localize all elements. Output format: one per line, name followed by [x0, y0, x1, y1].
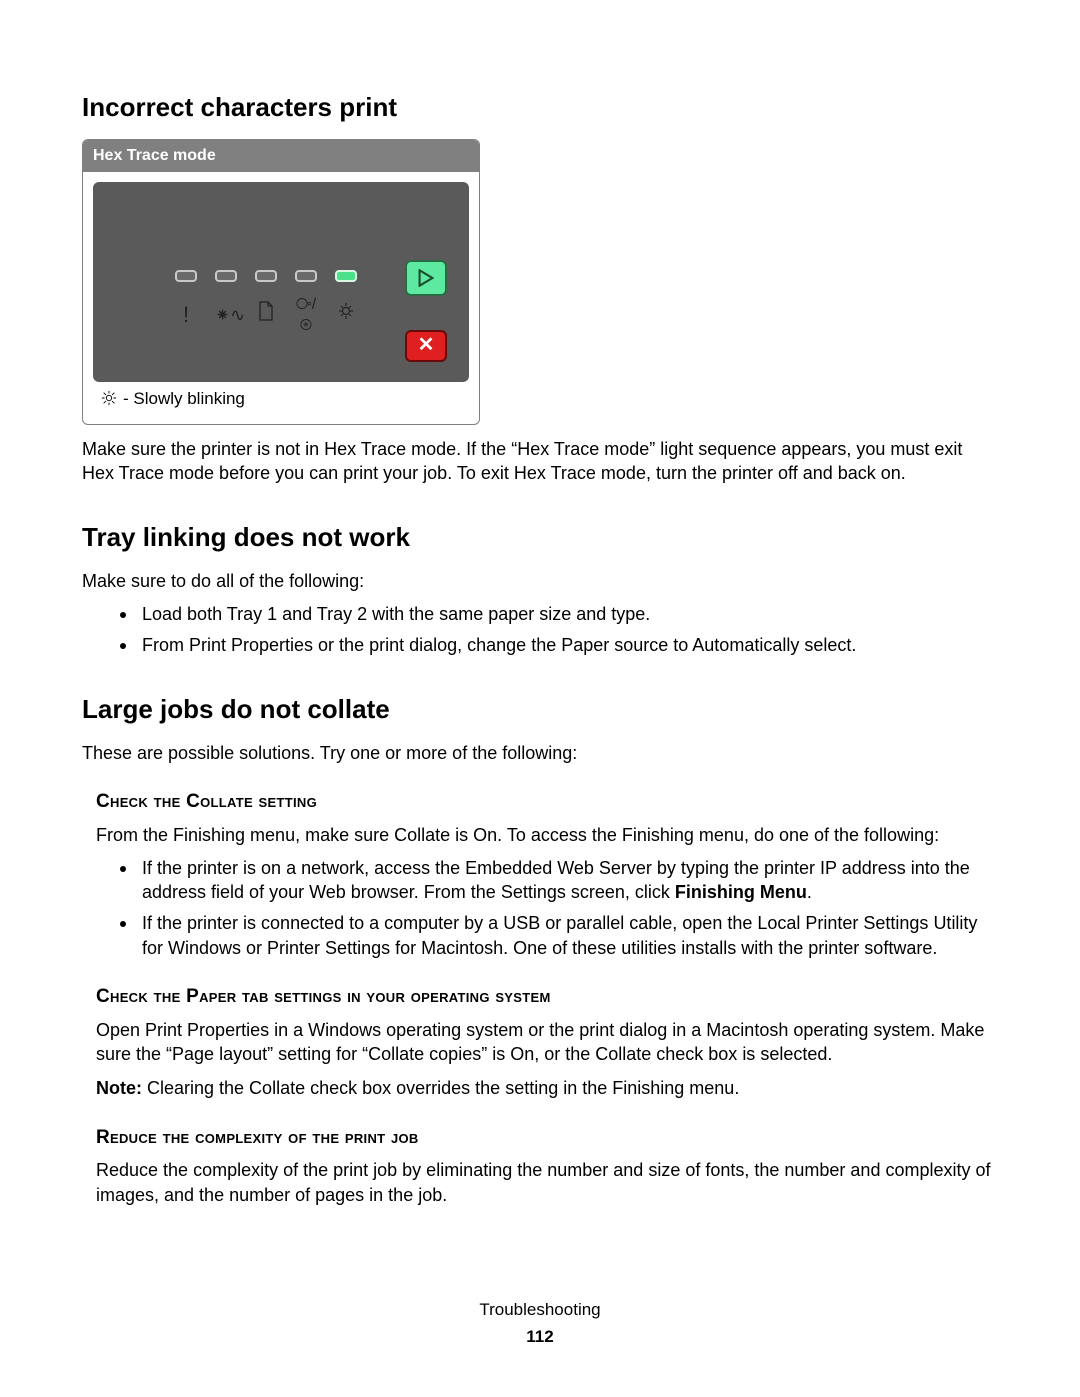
tray-linking-list: Load both Tray 1 and Tray 2 with the sam… — [82, 601, 998, 658]
stop-button: ✕ — [405, 330, 447, 362]
status-light-5 — [335, 270, 357, 282]
large-jobs-intro: These are possible solutions. Try one or… — [82, 741, 998, 765]
subheading-paper-tab: Check the Paper tab settings in your ope… — [82, 984, 998, 1010]
bullet-period: . — [807, 882, 812, 902]
subheading-collate: Check the Collate setting — [82, 789, 998, 815]
status-light-2 — [215, 270, 237, 282]
status-light-1 — [175, 270, 197, 282]
warning-icon: ! — [175, 300, 197, 330]
bulb-legend-icon — [101, 388, 117, 412]
footer-page-number: 112 — [0, 1326, 1080, 1349]
go-button — [405, 260, 447, 296]
subheading-reduce-complexity: Reduce the complexity of the print job — [82, 1125, 998, 1151]
bulb-icon — [335, 301, 357, 329]
toner-icon: ⧂/⊛ — [295, 294, 317, 337]
status-light-3 — [255, 270, 277, 282]
finishing-menu-bold: Finishing Menu — [675, 882, 807, 902]
hex-trace-paragraph: Make sure the printer is not in Hex Trac… — [82, 437, 998, 486]
paper-tab-note: Note: Clearing the Collate check box ove… — [96, 1076, 998, 1100]
legend: - Slowly blinking — [93, 382, 469, 416]
icon-row: ! ⁕∿ ⧂/⊛ — [175, 294, 357, 337]
footer-section: Troubleshooting — [0, 1299, 1080, 1322]
note-text: Clearing the Collate check box overrides… — [142, 1078, 739, 1098]
collate-list: If the printer is on a network, access t… — [96, 855, 998, 960]
list-item: If the printer is on a network, access t… — [138, 855, 998, 905]
heading-incorrect-characters: Incorrect characters print — [82, 90, 998, 125]
light-row — [175, 270, 357, 282]
hex-trace-panel: Hex Trace mode ! ⁕∿ ⧂/⊛ — [82, 139, 480, 425]
legend-text: - Slowly blinking — [123, 388, 245, 411]
paper-tab-para: Open Print Properties in a Windows opera… — [96, 1018, 998, 1067]
panel-title: Hex Trace mode — [83, 140, 479, 172]
panel-body: ! ⁕∿ ⧂/⊛ ✕ - Slowly blinking — [83, 172, 479, 424]
heading-tray-linking: Tray linking does not work — [82, 520, 998, 555]
status-light-4 — [295, 270, 317, 282]
note-label: Note: — [96, 1078, 142, 1098]
paper-icon — [255, 301, 277, 329]
jam-icon: ⁕∿ — [215, 303, 237, 327]
heading-large-jobs: Large jobs do not collate — [82, 692, 998, 727]
tray-linking-intro: Make sure to do all of the following: — [82, 569, 998, 593]
bullet-text: If the printer is on a network, access t… — [142, 858, 970, 902]
list-item: Load both Tray 1 and Tray 2 with the sam… — [138, 601, 998, 626]
page-footer: Troubleshooting 112 — [0, 1299, 1080, 1349]
collate-para: From the Finishing menu, make sure Colla… — [96, 823, 998, 847]
list-item: From Print Properties or the print dialo… — [138, 632, 998, 657]
printer-display: ! ⁕∿ ⧂/⊛ ✕ — [93, 182, 469, 382]
list-item: If the printer is connected to a compute… — [138, 910, 998, 960]
reduce-complexity-para: Reduce the complexity of the print job b… — [96, 1158, 998, 1207]
